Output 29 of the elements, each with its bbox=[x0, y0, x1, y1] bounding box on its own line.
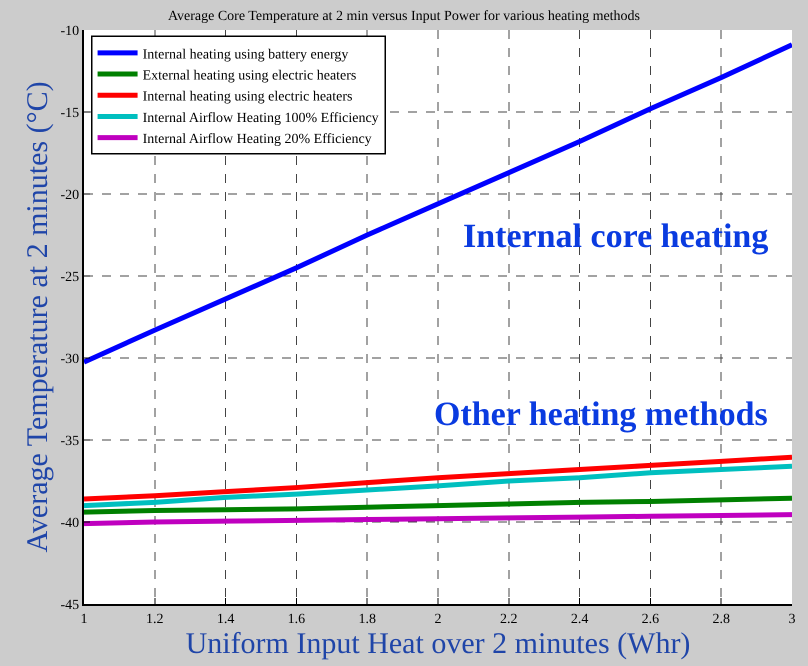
x-tick-label: 1.4 bbox=[216, 612, 234, 627]
x-tick-label: 1 bbox=[80, 612, 88, 627]
legend-label: External heating using electric heaters bbox=[142, 68, 356, 84]
legend-label: Internal Airflow Heating 20% Efficiency bbox=[142, 132, 372, 148]
y-axis-title: Average Temperature at 2 minutes (°C) bbox=[21, 81, 54, 553]
y-tick-label: -45 bbox=[60, 598, 80, 613]
y-tick-label: -30 bbox=[60, 352, 80, 367]
x-tick-label: 1.2 bbox=[146, 612, 164, 627]
annotation: Other heating methods bbox=[434, 396, 768, 433]
y-tick-label: -25 bbox=[60, 270, 80, 285]
y-tick-label: -40 bbox=[60, 516, 80, 531]
legend-label: Internal heating using electric heaters bbox=[142, 90, 352, 105]
chart-title: Average Core Temperature at 2 min versus Input Power for various heating methods bbox=[168, 8, 640, 24]
y-tick-label: -35 bbox=[60, 434, 80, 449]
x-tick-label: 2.2 bbox=[500, 612, 518, 627]
y-tick-label: -15 bbox=[60, 106, 80, 121]
x-tick-label: 1.8 bbox=[358, 612, 376, 627]
y-tick-label: -10 bbox=[60, 24, 80, 39]
x-tick-label: 2.4 bbox=[570, 612, 588, 627]
x-tick-label: 1.6 bbox=[288, 612, 306, 627]
legend-label: Internal heating using battery energy bbox=[142, 47, 348, 62]
x-tick-label: 3 bbox=[788, 612, 796, 627]
x-tick-label: 2 bbox=[434, 612, 442, 627]
legend-label: Internal Airflow Heating 100% Efficiency bbox=[142, 110, 379, 126]
x-tick-label: 2.6 bbox=[642, 612, 660, 627]
y-tick-label: -20 bbox=[60, 188, 80, 203]
annotation: Internal core heating bbox=[463, 218, 768, 255]
x-axis-title: Uniform Input Heat over 2 minutes (Whr) bbox=[186, 626, 690, 660]
x-tick-label: 2.8 bbox=[712, 612, 730, 627]
